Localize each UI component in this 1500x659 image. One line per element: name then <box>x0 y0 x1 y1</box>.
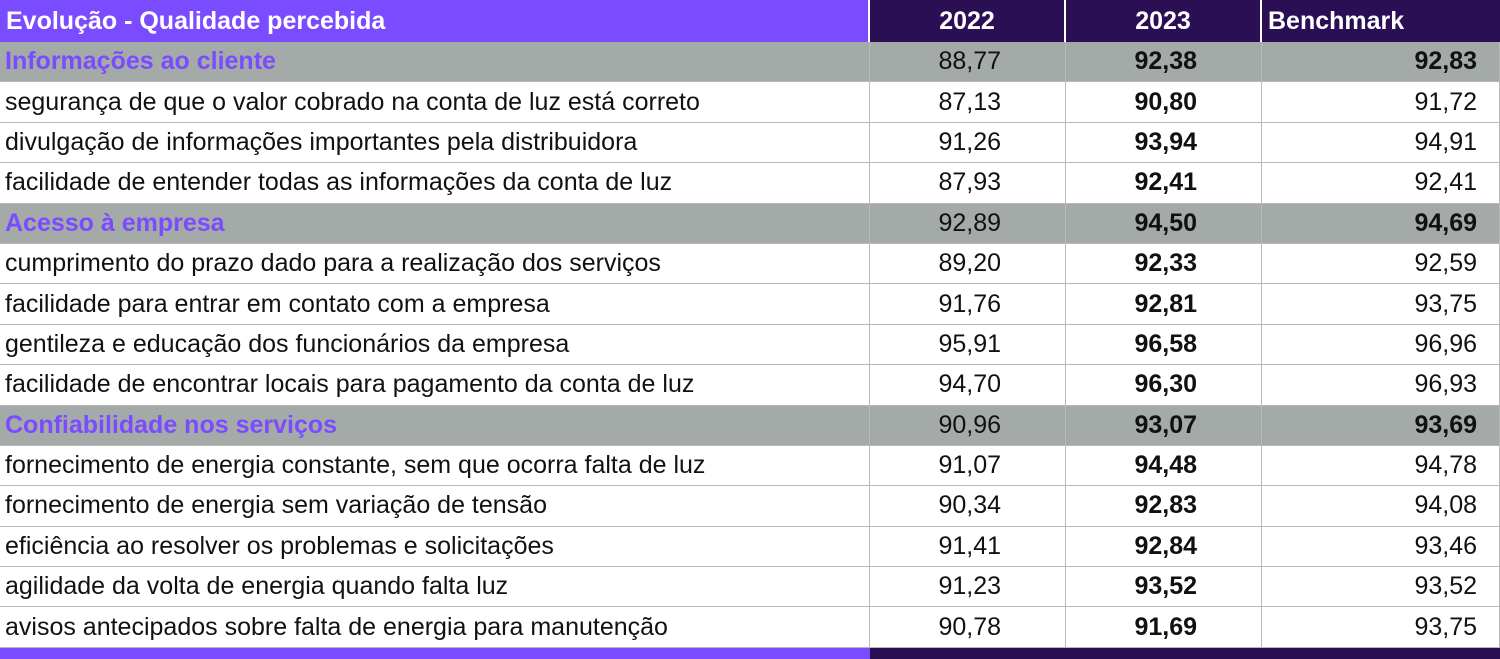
item-value-benchmark: 94,91 <box>1262 122 1500 164</box>
item-value-benchmark: 96,93 <box>1262 365 1500 406</box>
item-label: cumprimento do prazo dado para a realiza… <box>0 243 870 285</box>
item-value-2023: 93,94 <box>1066 122 1262 164</box>
item-value-2023: 96,30 <box>1066 365 1262 406</box>
footer-bar-benchmark <box>1262 647 1500 659</box>
category-value-2023: 92,38 <box>1066 42 1262 83</box>
item-value-2022: 91,23 <box>870 567 1066 608</box>
item-value-2023: 92,41 <box>1066 163 1262 204</box>
category-value-2023: 94,50 <box>1066 203 1262 244</box>
item-value-2022: 91,07 <box>870 445 1066 487</box>
category-value-benchmark: 93,69 <box>1262 405 1500 446</box>
item-value-2022: 90,34 <box>870 486 1066 527</box>
item-label: fornecimento de energia constante, sem q… <box>0 445 870 487</box>
item-value-2022: 95,91 <box>870 324 1066 366</box>
item-value-benchmark: 91,72 <box>1262 82 1500 123</box>
column-header-benchmark: Benchmark <box>1262 0 1500 42</box>
item-value-2022: 87,13 <box>870 82 1066 123</box>
item-label: fornecimento de energia sem variação de … <box>0 486 870 527</box>
item-value-benchmark: 92,41 <box>1262 163 1500 204</box>
item-value-2022: 91,41 <box>870 526 1066 568</box>
item-label: avisos antecipados sobre falta de energi… <box>0 607 870 648</box>
column-header-2022: 2022 <box>870 0 1066 42</box>
table-title: Evolução - Qualidade percebida <box>0 0 870 42</box>
item-value-2022: 91,76 <box>870 284 1066 325</box>
item-value-benchmark: 96,96 <box>1262 324 1500 366</box>
item-label: divulgação de informações importantes pe… <box>0 122 870 164</box>
category-label: Confiabilidade nos serviços <box>0 405 870 446</box>
item-value-benchmark: 93,52 <box>1262 567 1500 608</box>
category-label: Acesso à empresa <box>0 203 870 244</box>
item-label: agilidade da volta de energia quando fal… <box>0 567 870 608</box>
item-value-benchmark: 92,59 <box>1262 243 1500 285</box>
item-value-2022: 91,26 <box>870 122 1066 164</box>
item-value-2023: 93,52 <box>1066 567 1262 608</box>
item-value-2023: 90,80 <box>1066 82 1262 123</box>
category-value-benchmark: 94,69 <box>1262 203 1500 244</box>
category-value-2022: 92,89 <box>870 203 1066 244</box>
item-value-2022: 90,78 <box>870 607 1066 648</box>
item-label: eficiência ao resolver os problemas e so… <box>0 526 870 568</box>
footer-bar-2022 <box>870 647 1066 659</box>
item-label: facilidade para entrar em contato com a … <box>0 284 870 325</box>
item-label: facilidade de encontrar locais para paga… <box>0 365 870 406</box>
footer-bar-2023 <box>1066 647 1262 659</box>
item-value-2023: 92,84 <box>1066 526 1262 568</box>
category-value-benchmark: 92,83 <box>1262 42 1500 83</box>
item-value-2023: 91,69 <box>1066 607 1262 648</box>
category-value-2023: 93,07 <box>1066 405 1262 446</box>
item-value-2023: 92,83 <box>1066 486 1262 527</box>
item-value-benchmark: 93,75 <box>1262 607 1500 648</box>
item-value-2023: 96,58 <box>1066 324 1262 366</box>
footer-bar-title <box>0 647 870 659</box>
item-value-2023: 92,81 <box>1066 284 1262 325</box>
item-label: gentileza e educação dos funcionários da… <box>0 324 870 366</box>
item-value-benchmark: 93,75 <box>1262 284 1500 325</box>
category-value-2022: 88,77 <box>870 42 1066 83</box>
category-label: Informações ao cliente <box>0 42 870 83</box>
category-value-2022: 90,96 <box>870 405 1066 446</box>
item-value-2023: 92,33 <box>1066 243 1262 285</box>
item-label: facilidade de entender todas as informaç… <box>0 163 870 204</box>
item-value-2022: 94,70 <box>870 365 1066 406</box>
item-value-2023: 94,48 <box>1066 445 1262 487</box>
item-value-2022: 89,20 <box>870 243 1066 285</box>
column-header-2023: 2023 <box>1066 0 1262 42</box>
item-label: segurança de que o valor cobrado na cont… <box>0 82 870 123</box>
item-value-benchmark: 94,08 <box>1262 486 1500 527</box>
item-value-benchmark: 93,46 <box>1262 526 1500 568</box>
item-value-benchmark: 94,78 <box>1262 445 1500 487</box>
item-value-2022: 87,93 <box>870 163 1066 204</box>
